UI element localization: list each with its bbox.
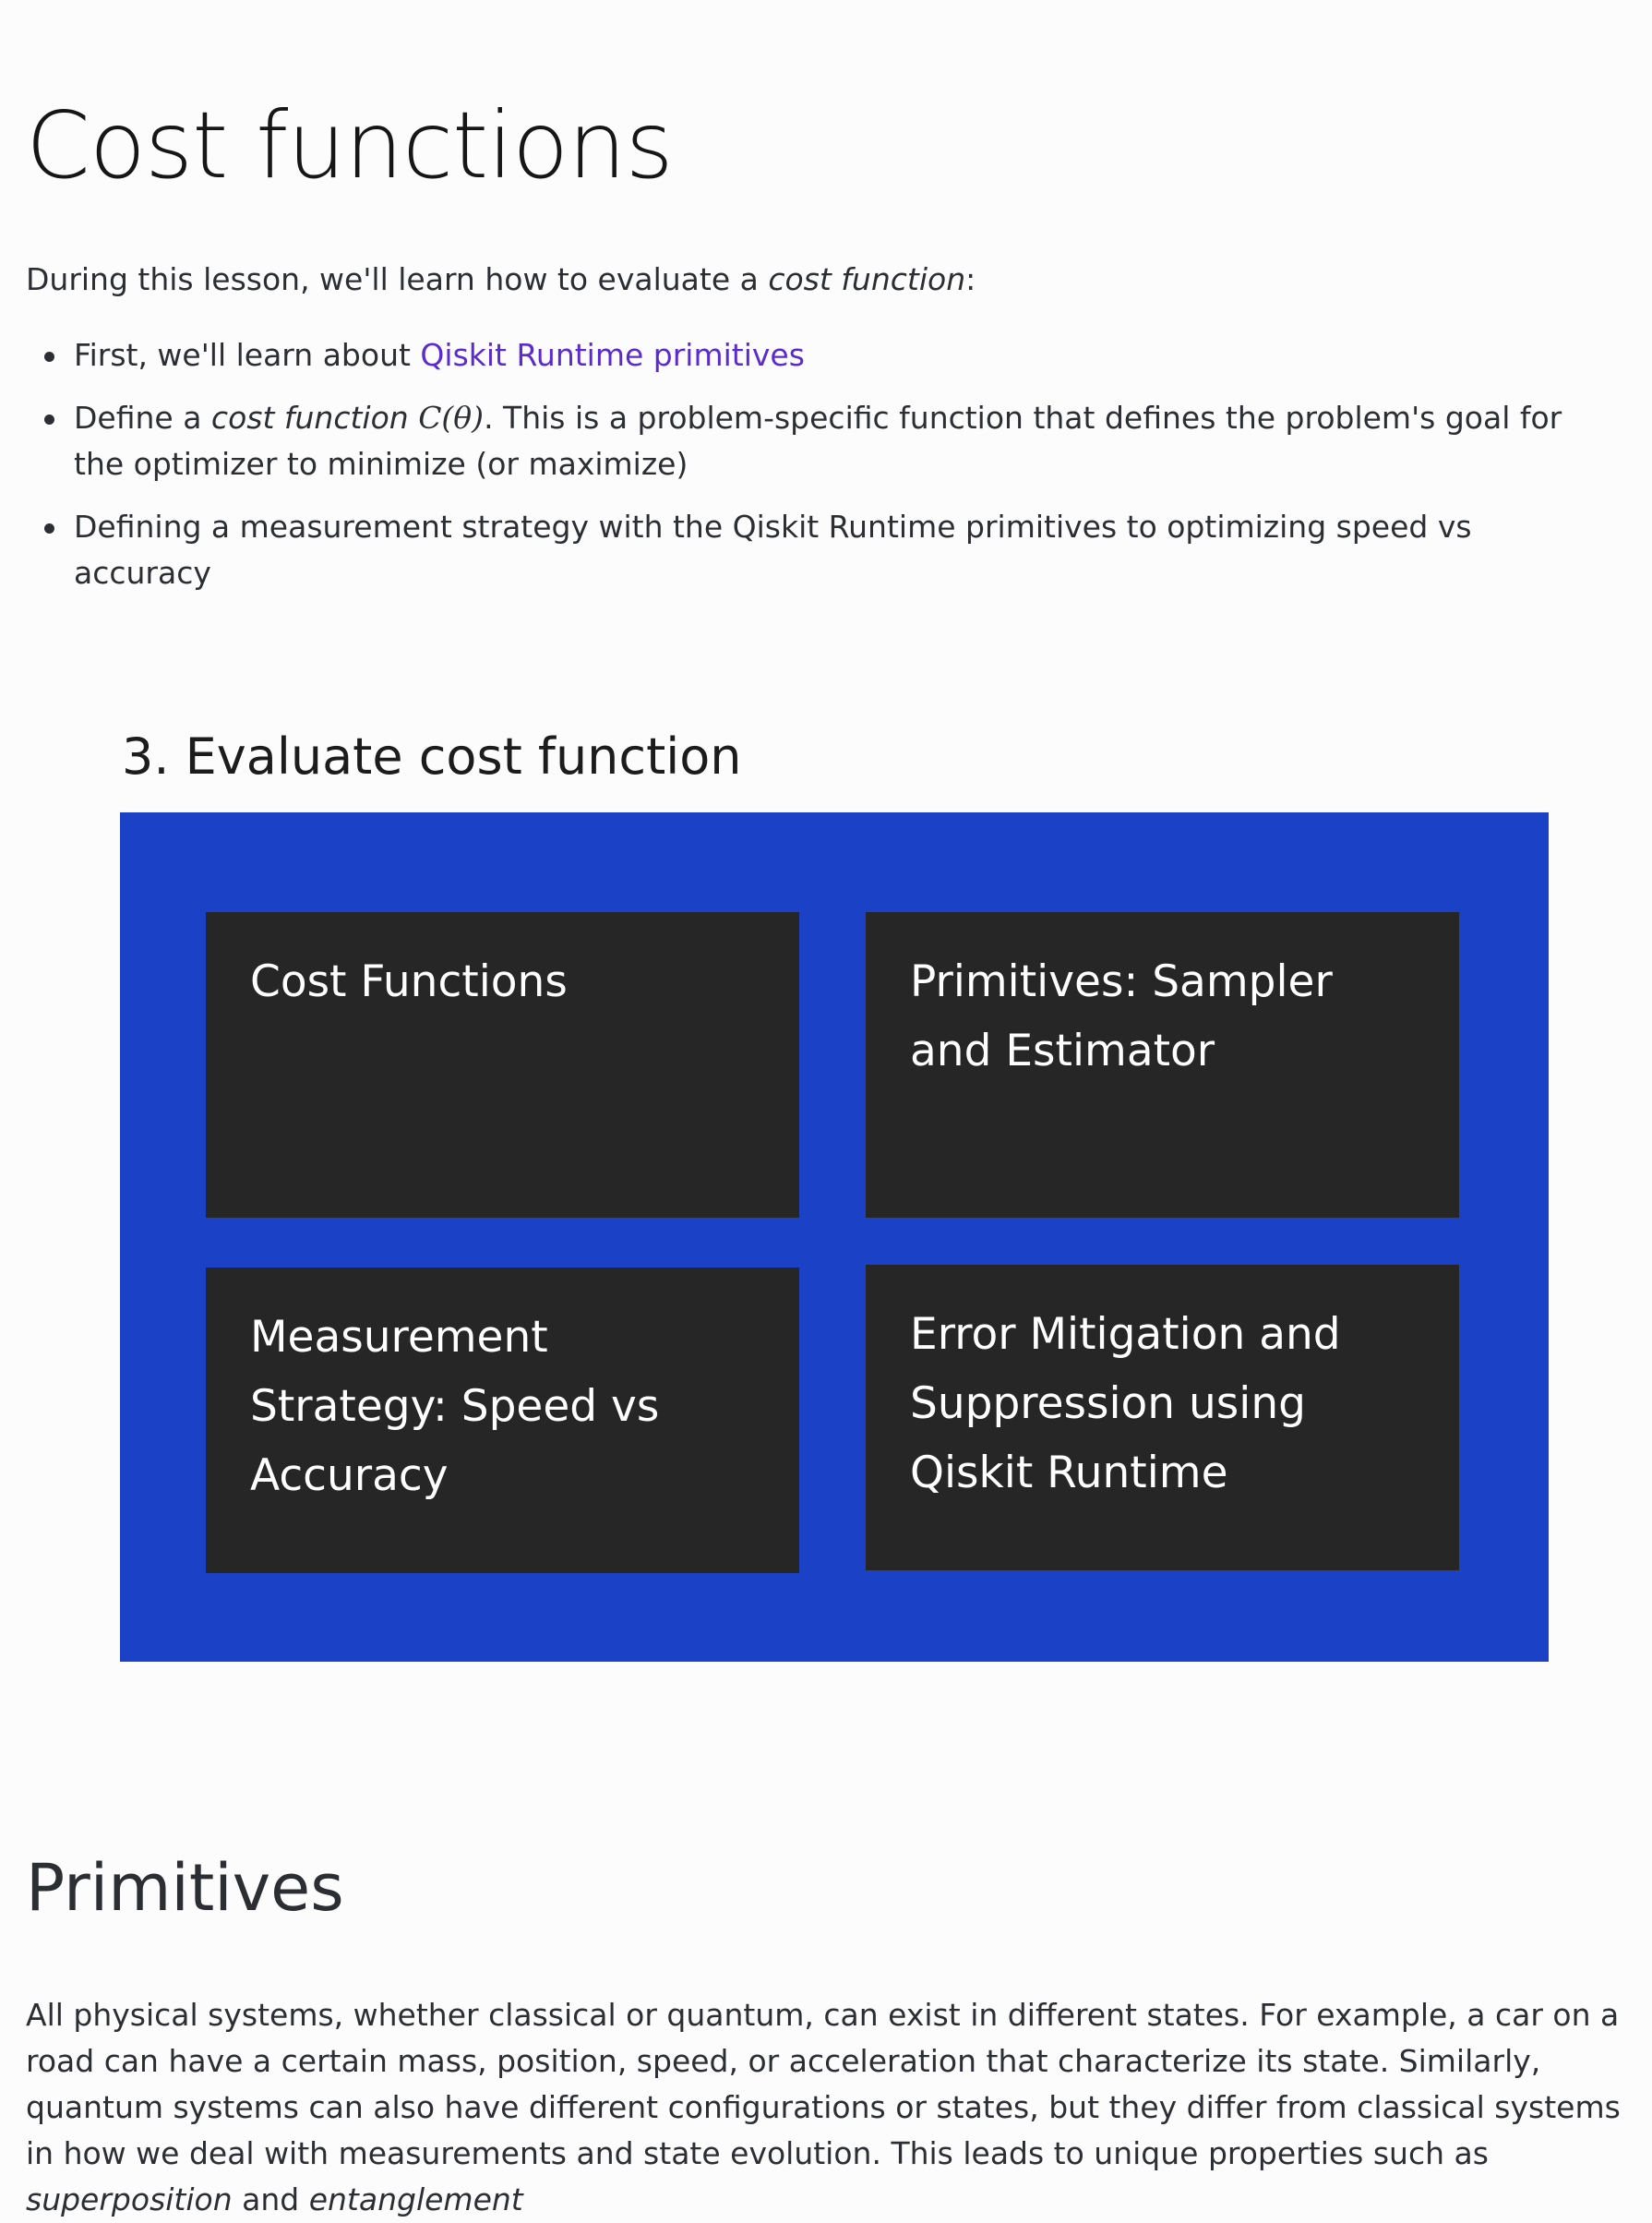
list-item: Defining a measurement strategy with the… (26, 504, 1613, 596)
primitives-text-2: and (232, 2181, 309, 2217)
lesson-overview-diagram: Cost Functions Primitives: Sampler and E… (120, 812, 1549, 1662)
goal-1-text: First, we'll learn about (74, 337, 421, 373)
page-title: Cost functions (26, 91, 674, 199)
intro-emphasis: cost function (768, 261, 966, 297)
diagram-card-primitives: Primitives: Sampler and Estimator (866, 912, 1459, 1218)
diagram-title: 3. Evaluate cost function (122, 727, 742, 786)
cost-function-math: C(θ) (418, 400, 485, 436)
goal-2-text: Define a (74, 400, 211, 436)
goal-3-text: Defining a measurement strategy with the… (74, 509, 1472, 591)
list-item: Define a cost function C(θ). This is a p… (26, 395, 1613, 487)
goal-2-text-end: . This is a problem-specific function th… (74, 400, 1562, 482)
intro-text-end: : (965, 261, 976, 297)
intro-text: During this lesson, we'll learn how to e… (26, 261, 769, 297)
primitives-paragraph: All physical systems, whether classical … (26, 1992, 1641, 2223)
diagram-card-measurement-strategy: Measurement Strategy: Speed vs Accuracy (206, 1268, 799, 1573)
superposition-emphasis: superposition (26, 2181, 233, 2217)
lesson-goals-list: First, we'll learn about Qiskit Runtime … (26, 332, 1613, 613)
section-heading-primitives: Primitives (26, 1850, 344, 1926)
intro-paragraph: During this lesson, we'll learn how to e… (26, 257, 976, 303)
diagram-card-cost-functions: Cost Functions (206, 912, 799, 1218)
goal-2-emphasis: cost function (210, 400, 409, 436)
diagram-card-error-mitigation: Error Mitigation and Suppression using Q… (866, 1265, 1459, 1570)
entanglement-emphasis: entanglement (308, 2181, 523, 2217)
list-item: First, we'll learn about Qiskit Runtime … (26, 332, 1613, 379)
primitives-text-1: All physical systems, whether classical … (26, 1997, 1621, 2171)
qiskit-runtime-primitives-link[interactable]: Qiskit Runtime primitives (420, 337, 805, 373)
